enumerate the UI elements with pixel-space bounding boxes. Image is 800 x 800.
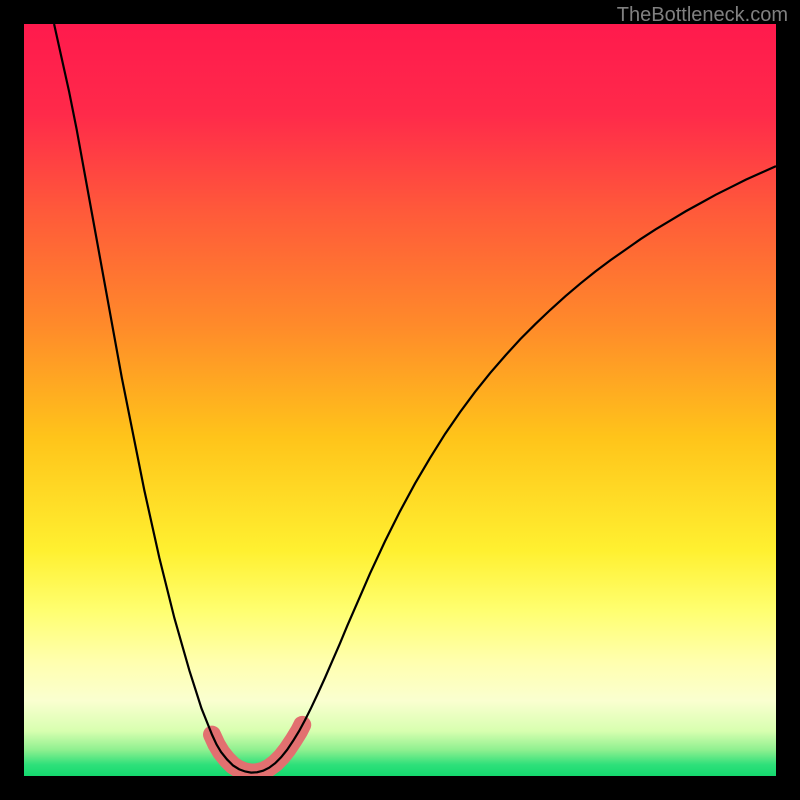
gradient-background [24,24,776,776]
bottleneck-chart [24,24,776,776]
plot-frame [24,24,776,776]
